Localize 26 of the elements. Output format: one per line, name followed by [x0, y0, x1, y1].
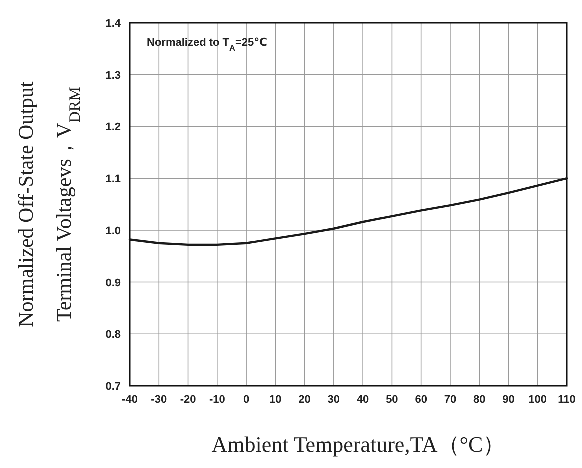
- x-tick-label: 80: [473, 394, 486, 406]
- y-tick-label: 0.9: [106, 277, 121, 290]
- x-tick-label: 30: [328, 394, 340, 406]
- y-tick-label: 1.3: [106, 70, 121, 82]
- x-tick-label: 20: [298, 394, 311, 406]
- x-tick-label: -40: [122, 394, 138, 406]
- y-tick-label: 1.4: [106, 18, 122, 30]
- x-tick-label: 40: [356, 394, 370, 406]
- x-tick-label: 0: [243, 394, 250, 406]
- y-tick-label: 1.2: [106, 122, 121, 134]
- x-tick-label: 100: [528, 394, 548, 406]
- x-tick-label: 60: [415, 394, 428, 406]
- annotation: Normalized to T$_{A}$=25℃: [147, 37, 268, 52]
- y-tick-label: 1.1: [106, 174, 121, 186]
- y-tick-label: 1.0: [106, 225, 121, 238]
- x-tick-label: 90: [502, 394, 515, 406]
- y-tick-label: 0.8: [106, 329, 121, 342]
- x-tick-label: -20: [180, 394, 196, 406]
- x-axis-title: Ambient Temperature,TA（°C）: [212, 432, 506, 457]
- y-tick-label: 0.7: [106, 381, 121, 393]
- x-tick-label: 70: [444, 394, 457, 406]
- x-tick-label: -30: [151, 394, 168, 406]
- x-tick-label: -10: [209, 394, 226, 406]
- x-tick-label: 10: [270, 394, 282, 406]
- x-tick-label: 50: [386, 394, 398, 406]
- x-tick-label: 110: [558, 394, 576, 406]
